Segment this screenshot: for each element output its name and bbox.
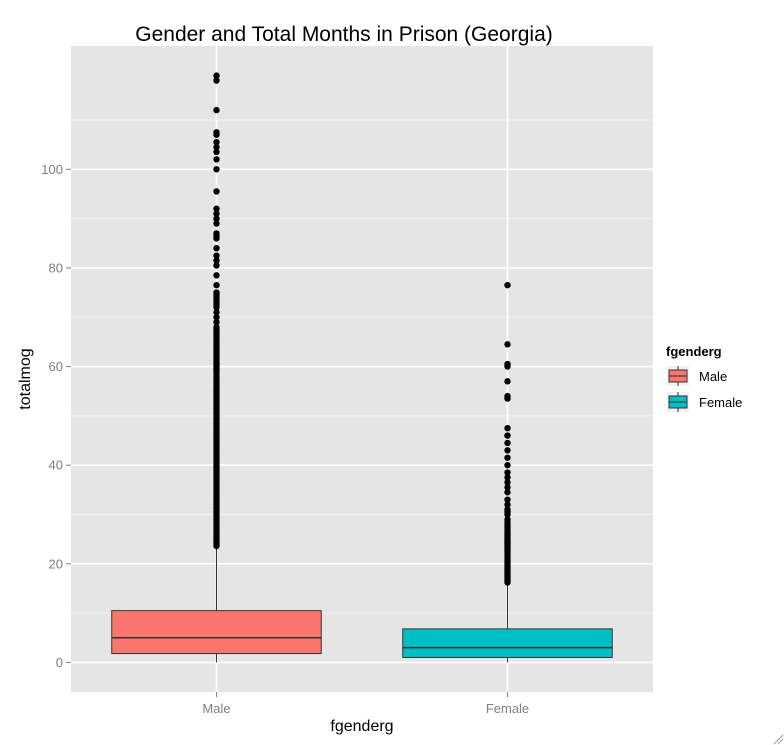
outlier-point: [504, 432, 511, 439]
outlier-point: [213, 138, 220, 146]
minor-gridlines: [71, 119, 653, 614]
outlier-point: [504, 461, 511, 469]
outlier-point: [213, 262, 220, 269]
outlier-point: [213, 281, 220, 289]
legend-label: Male: [699, 369, 727, 384]
box-male: [111, 72, 322, 663]
outlier-point: [504, 479, 511, 486]
outlier-point: [504, 496, 511, 503]
y-axis-ticks: 0 20 40 60 80 100: [41, 162, 71, 670]
outlier-point: [504, 489, 511, 496]
box-series: [111, 72, 613, 663]
outlier-point: [213, 244, 220, 252]
outlier-point: [213, 77, 220, 84]
outlier-point: [504, 474, 511, 481]
outlier-point: [213, 205, 220, 212]
legend-items: Male Female: [667, 366, 742, 412]
outlier-point: [213, 252, 220, 259]
outlier-point: [504, 392, 511, 400]
outlier-point: [504, 341, 511, 348]
outlier-point: [213, 220, 220, 227]
outlier-point: [504, 281, 511, 289]
outlier-point: [213, 257, 220, 264]
legend-label: Female: [699, 395, 742, 410]
box-iqr: [111, 610, 322, 655]
outlier-point: [504, 454, 511, 461]
outlier-point: [504, 516, 511, 523]
outlier-point: [213, 148, 220, 156]
outlier-point: [213, 129, 220, 136]
y-tick-label: 100: [41, 162, 63, 177]
outlier-point: [504, 501, 511, 508]
outlier-point: [504, 469, 511, 476]
y-tick-label: 20: [49, 556, 63, 571]
outlier-point: [504, 484, 511, 491]
y-tick-label: 40: [49, 458, 63, 473]
x-tick-label: Female: [486, 701, 529, 716]
outlier-point: [213, 166, 220, 173]
outlier-point: [213, 272, 220, 279]
outlier-point: [213, 156, 220, 163]
x-axis-title: fgenderg: [330, 718, 393, 735]
y-tick-label: 80: [49, 260, 63, 275]
x-axis-ticks: Male Female: [202, 692, 529, 716]
outlier-point: [213, 143, 220, 151]
outlier-point: [213, 314, 220, 321]
resize-grip-icon[interactable]: [770, 731, 784, 745]
box-female: [402, 281, 613, 663]
outlier-point: [213, 215, 220, 222]
outlier-point: [504, 360, 511, 368]
legend-item-male: Male: [667, 366, 727, 386]
outlier-point: [213, 72, 220, 79]
outlier-point: [213, 210, 220, 217]
y-tick-label: 0: [56, 655, 63, 670]
outlier-point: [504, 378, 511, 385]
outlier-point: [213, 289, 220, 296]
outlier-point: [213, 188, 220, 195]
outlier-point: [213, 323, 220, 331]
outlier-point: [504, 424, 511, 432]
legend-item-female: Female: [667, 392, 742, 412]
box-iqr: [402, 628, 613, 658]
outlier-point: [504, 447, 511, 454]
outlier-point: [213, 309, 220, 316]
outlier-point: [213, 230, 220, 237]
plot-panel: [71, 46, 653, 692]
legend: fgenderg Male Female: [666, 344, 742, 412]
outlier-point: [213, 318, 220, 326]
y-tick-label: 60: [49, 359, 63, 374]
y-axis-title: totalmog: [17, 348, 34, 409]
chart-title: Gender and Total Months in Prison (Georg…: [135, 23, 553, 46]
x-tick-label: Male: [202, 701, 230, 716]
outlier-point: [213, 106, 220, 114]
outlier-point: [504, 439, 511, 447]
legend-title: fgenderg: [666, 344, 722, 359]
outlier-point: [504, 506, 511, 513]
